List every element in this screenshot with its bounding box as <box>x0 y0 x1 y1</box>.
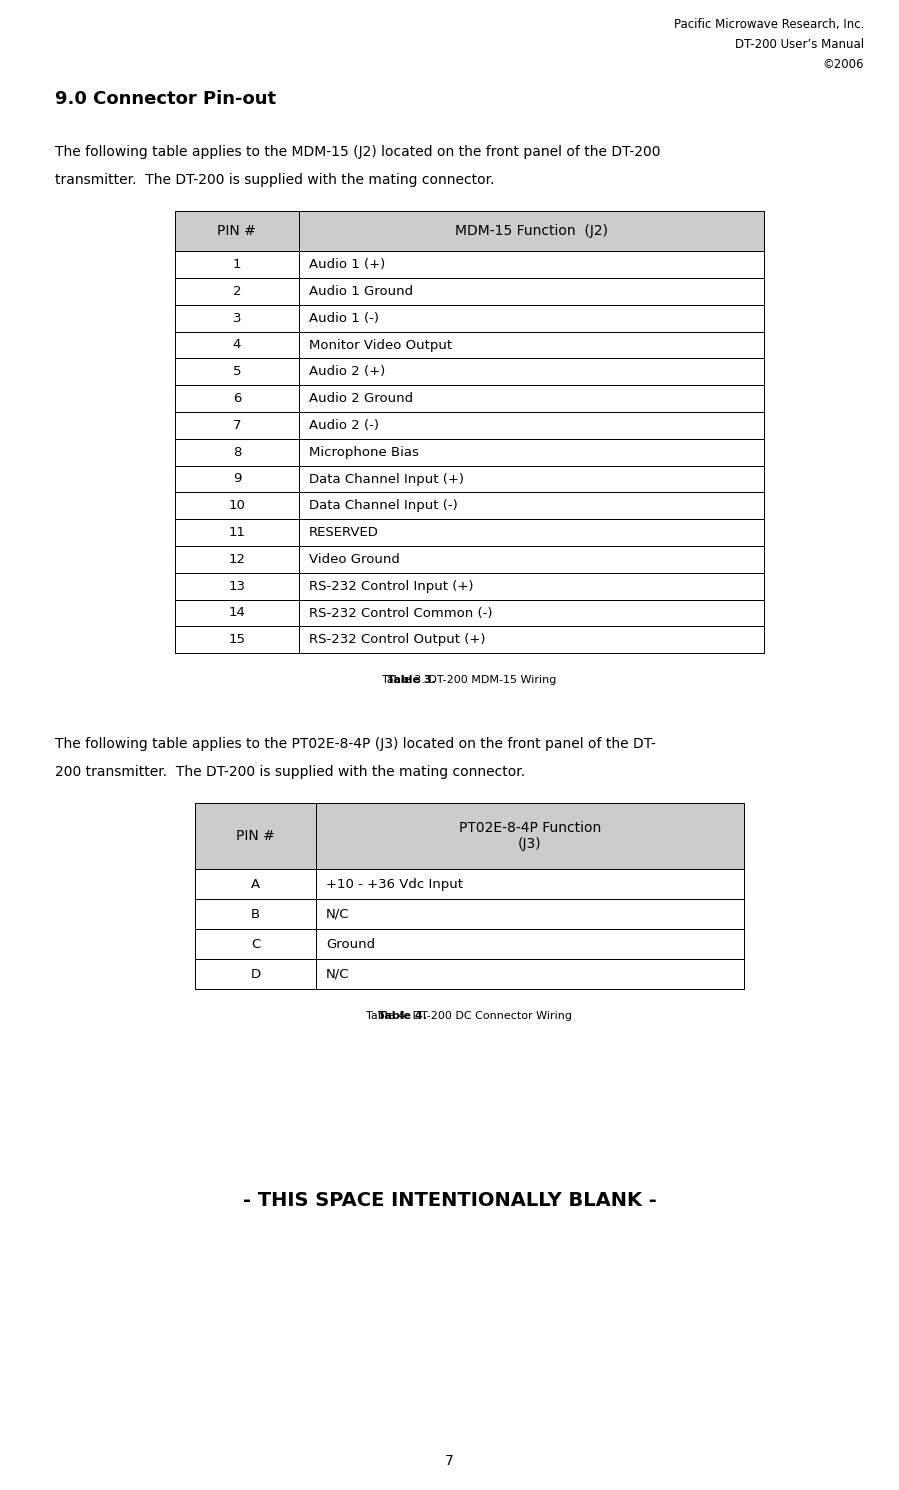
Text: - THIS SPACE INTENTIONALLY BLANK -: - THIS SPACE INTENTIONALLY BLANK - <box>243 1191 656 1210</box>
Text: RS-232 Control Input (+): RS-232 Control Input (+) <box>308 580 473 593</box>
Bar <box>175 492 764 519</box>
Bar <box>175 599 764 626</box>
Text: 2: 2 <box>233 285 241 298</box>
Text: Audio 1 (+): Audio 1 (+) <box>308 258 385 271</box>
Text: Ground: Ground <box>325 937 375 951</box>
Text: Table 3.: Table 3. <box>387 675 436 685</box>
Bar <box>175 252 764 279</box>
Text: 12: 12 <box>228 553 245 566</box>
Bar <box>175 359 764 386</box>
Bar <box>175 413 764 438</box>
Text: Table 4.: Table 4. <box>378 1012 428 1021</box>
Bar <box>175 545 764 572</box>
Text: Table 4. DT-200 DC Connector Wiring: Table 4. DT-200 DC Connector Wiring <box>367 1012 573 1021</box>
Text: 200 transmitter.  The DT-200 is supplied with the mating connector.: 200 transmitter. The DT-200 is supplied … <box>55 766 525 779</box>
Text: 7: 7 <box>445 1454 454 1468</box>
Text: Audio 2 (+): Audio 2 (+) <box>308 365 385 378</box>
Text: 8: 8 <box>233 446 241 459</box>
Text: 5: 5 <box>233 365 241 378</box>
Text: RESERVED: RESERVED <box>308 526 378 539</box>
Text: 13: 13 <box>228 580 245 593</box>
Text: C: C <box>251 937 260 951</box>
Bar <box>175 572 764 599</box>
Text: 9.0 Connector Pin-out: 9.0 Connector Pin-out <box>55 89 276 107</box>
Text: DT-200 User’s Manual: DT-200 User’s Manual <box>734 39 864 51</box>
Text: The following table applies to the MDM-15 (J2) located on the front panel of the: The following table applies to the MDM-1… <box>55 145 661 159</box>
Text: N/C: N/C <box>325 967 350 980</box>
Bar <box>195 869 744 898</box>
Bar <box>175 305 764 332</box>
Bar <box>195 803 744 869</box>
Text: ©2006: ©2006 <box>823 58 864 72</box>
Bar <box>175 212 764 252</box>
Text: PIN #: PIN # <box>218 224 256 238</box>
Text: RS-232 Control Output (+): RS-232 Control Output (+) <box>308 633 485 647</box>
Text: 4: 4 <box>233 338 241 352</box>
Bar <box>175 626 764 653</box>
Bar <box>175 519 764 545</box>
Text: 3: 3 <box>233 311 241 325</box>
Text: PT02E-8-4P Function
(J3): PT02E-8-4P Function (J3) <box>458 821 601 851</box>
Text: transmitter.  The DT-200 is supplied with the mating connector.: transmitter. The DT-200 is supplied with… <box>55 173 494 188</box>
Bar <box>195 930 744 960</box>
Text: 6: 6 <box>233 392 241 405</box>
Text: Audio 1 (-): Audio 1 (-) <box>308 311 378 325</box>
Text: 10: 10 <box>228 499 245 513</box>
Text: Audio 2 (-): Audio 2 (-) <box>308 419 378 432</box>
Text: Pacific Microwave Research, Inc.: Pacific Microwave Research, Inc. <box>673 18 864 31</box>
Text: 9: 9 <box>233 472 241 486</box>
Text: Monitor Video Output: Monitor Video Output <box>308 338 452 352</box>
Text: The following table applies to the PT02E-8-4P (J3) located on the front panel of: The following table applies to the PT02E… <box>55 738 656 751</box>
Bar <box>195 898 744 930</box>
Text: D: D <box>250 967 261 980</box>
Text: MDM-15 Function  (J2): MDM-15 Function (J2) <box>455 224 608 238</box>
Text: +10 - +36 Vdc Input: +10 - +36 Vdc Input <box>325 878 463 891</box>
Bar <box>175 386 764 413</box>
Bar <box>175 279 764 305</box>
Text: A: A <box>251 878 260 891</box>
Text: Video Ground: Video Ground <box>308 553 399 566</box>
Text: N/C: N/C <box>325 907 350 921</box>
Text: Table 3. DT-200 MDM-15 Wiring: Table 3. DT-200 MDM-15 Wiring <box>382 675 556 685</box>
Text: B: B <box>251 907 260 921</box>
Text: 15: 15 <box>228 633 245 647</box>
Text: Audio 2 Ground: Audio 2 Ground <box>308 392 413 405</box>
Text: Audio 1 Ground: Audio 1 Ground <box>308 285 413 298</box>
Bar <box>195 960 744 989</box>
Text: PIN #: PIN # <box>236 830 275 843</box>
Text: RS-232 Control Common (-): RS-232 Control Common (-) <box>308 606 492 620</box>
Bar <box>175 438 764 465</box>
Bar <box>175 332 764 359</box>
Text: 14: 14 <box>228 606 245 620</box>
Bar <box>175 465 764 492</box>
Text: 11: 11 <box>228 526 245 539</box>
Text: Data Channel Input (+): Data Channel Input (+) <box>308 472 464 486</box>
Text: 7: 7 <box>233 419 241 432</box>
Text: Data Channel Input (-): Data Channel Input (-) <box>308 499 458 513</box>
Text: Microphone Bias: Microphone Bias <box>308 446 419 459</box>
Text: 1: 1 <box>233 258 241 271</box>
